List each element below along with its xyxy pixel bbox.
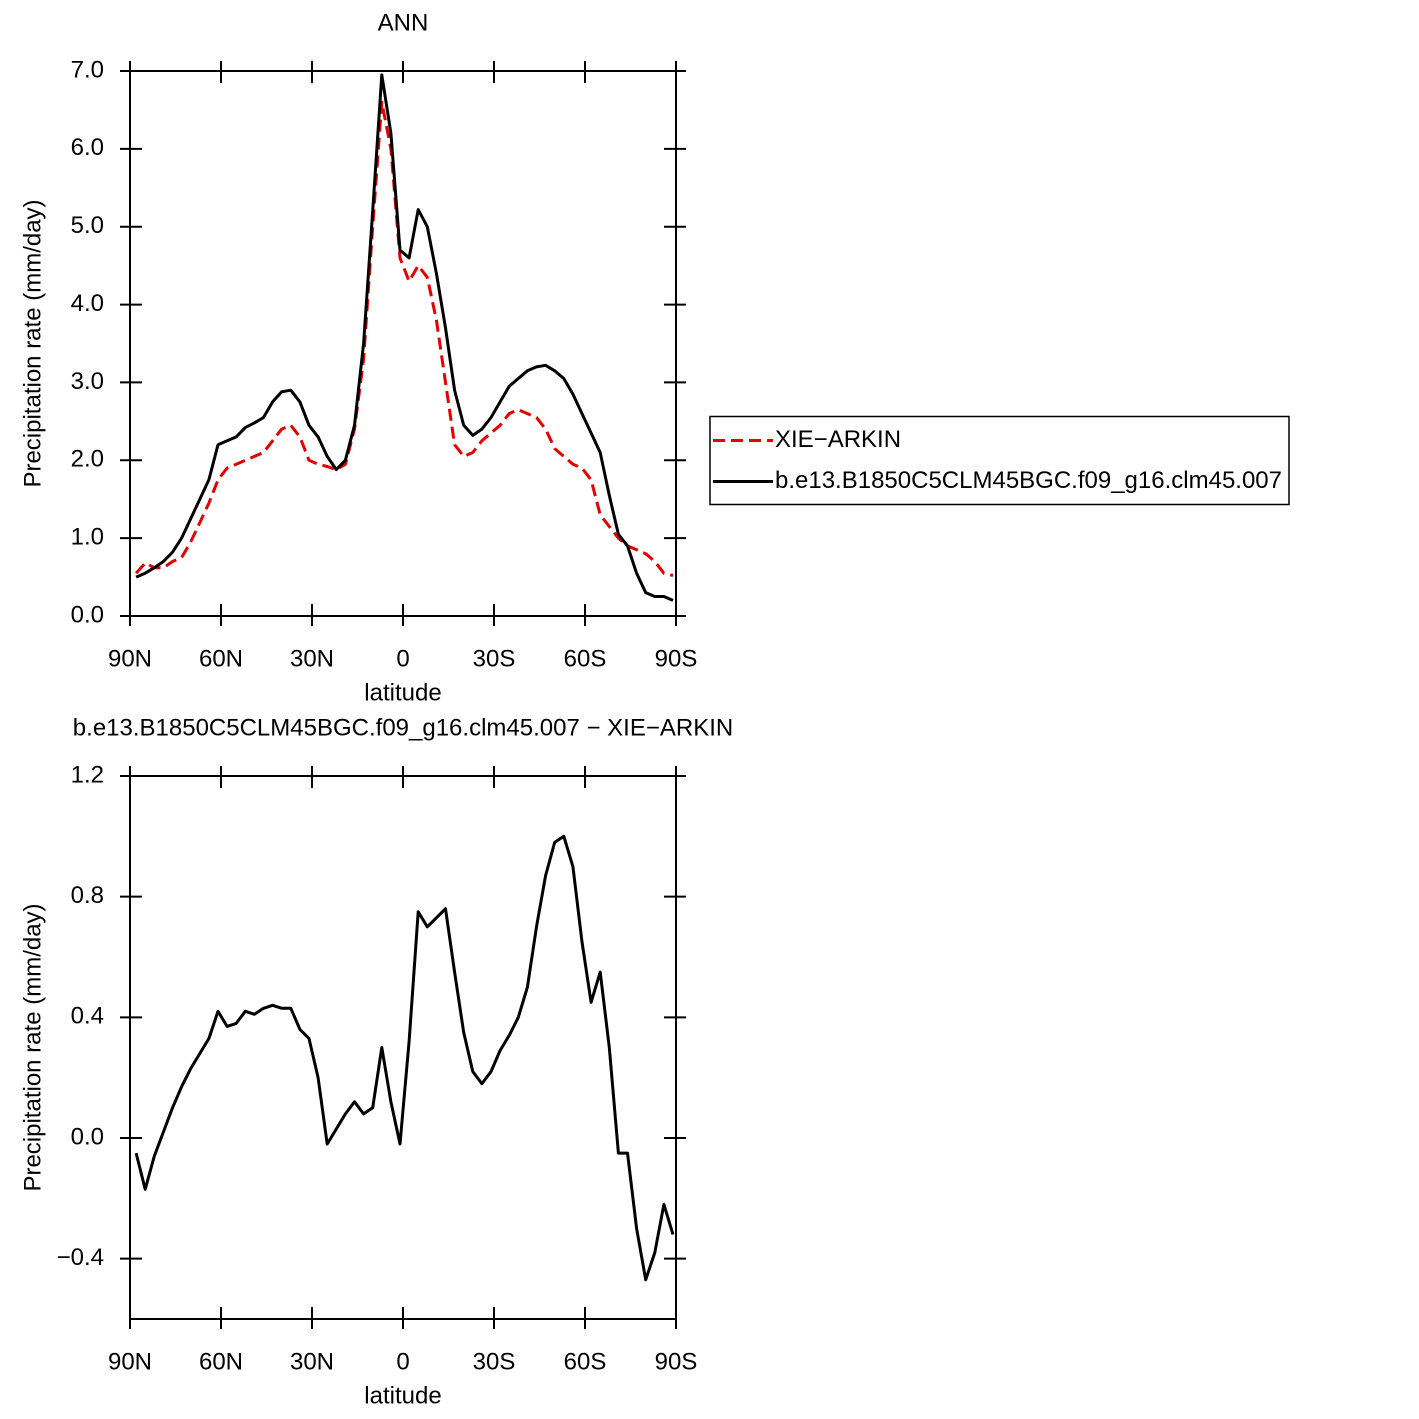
y-tick-label: 2.0 xyxy=(71,446,104,473)
plot-frame xyxy=(129,70,677,617)
x-tick-label: 60S xyxy=(564,1348,607,1375)
y-tick-label: 0.0 xyxy=(71,601,104,628)
x-axis-label: latitude xyxy=(364,679,441,706)
x-tick-label: 0 xyxy=(396,1348,409,1375)
y-axis-label: Precipitation rate (mm/day) xyxy=(19,903,46,1191)
x-tick-label: 60S xyxy=(564,645,607,672)
y-tick-label: 5.0 xyxy=(71,212,104,239)
x-tick-label: 0 xyxy=(396,645,409,672)
chart-title: ANN xyxy=(378,9,429,36)
y-tick-label: 0.0 xyxy=(71,1123,104,1150)
y-tick-label: 0.8 xyxy=(71,882,104,909)
x-tick-label: 30S xyxy=(473,645,516,672)
x-tick-label: 30N xyxy=(290,645,334,672)
y-tick-label: 1.2 xyxy=(71,761,104,788)
x-tick-label: 60N xyxy=(199,645,243,672)
x-axis-label: latitude xyxy=(364,1382,441,1409)
y-tick-label: 4.0 xyxy=(71,290,104,317)
y-tick-label: 7.0 xyxy=(71,56,104,83)
series-line xyxy=(134,834,675,1282)
x-tick-label: 30S xyxy=(473,1348,516,1375)
y-tick-label: 6.0 xyxy=(71,134,104,161)
chart-title: b.e13.B1850C5CLM45BGC.f09_g16.clm45.007 … xyxy=(73,714,733,741)
plot-frame xyxy=(129,775,677,1320)
y-tick-label: 1.0 xyxy=(71,523,104,550)
legend-box xyxy=(709,415,1290,506)
x-tick-label: 90N xyxy=(108,645,152,672)
legend-label: XIE−ARKIN xyxy=(775,426,901,453)
x-tick-label: 30N xyxy=(290,1348,334,1375)
series-line xyxy=(134,100,674,577)
x-tick-label: 90S xyxy=(655,645,698,672)
y-axis-label: Precipitation rate (mm/day) xyxy=(19,199,46,487)
y-tick-label: −0.4 xyxy=(57,1244,104,1271)
series-line xyxy=(135,73,674,602)
y-tick-label: 0.4 xyxy=(71,1003,104,1030)
x-tick-label: 90N xyxy=(108,1348,152,1375)
x-tick-label: 90S xyxy=(655,1348,698,1375)
legend-label: b.e13.B1850C5CLM45BGC.f09_g16.clm45.007 xyxy=(775,467,1282,494)
y-tick-label: 3.0 xyxy=(71,368,104,395)
x-tick-label: 60N xyxy=(199,1348,243,1375)
